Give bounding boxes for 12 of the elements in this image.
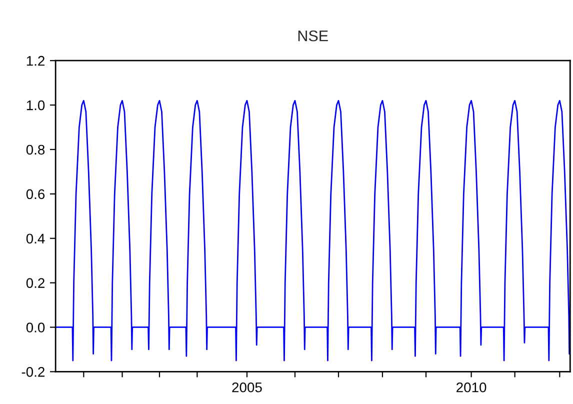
y-tick-label: 1.0 (26, 100, 45, 110)
y-tick-label: 1.2 (26, 56, 44, 66)
chart-title: NSE (298, 30, 328, 42)
x-tick-label: 2005 (232, 382, 262, 392)
y-tick-label: 0.4 (26, 234, 45, 244)
y-tick-label: 0.2 (26, 278, 44, 288)
y-tick-label: 0.0 (26, 322, 45, 332)
y-tick-label: 0.6 (26, 189, 45, 200)
y-tick-label: -0.2 (22, 367, 44, 377)
x-tick-label: 2010 (456, 382, 486, 392)
y-tick-label: 0.8 (26, 144, 45, 155)
line-series (56, 100, 570, 362)
